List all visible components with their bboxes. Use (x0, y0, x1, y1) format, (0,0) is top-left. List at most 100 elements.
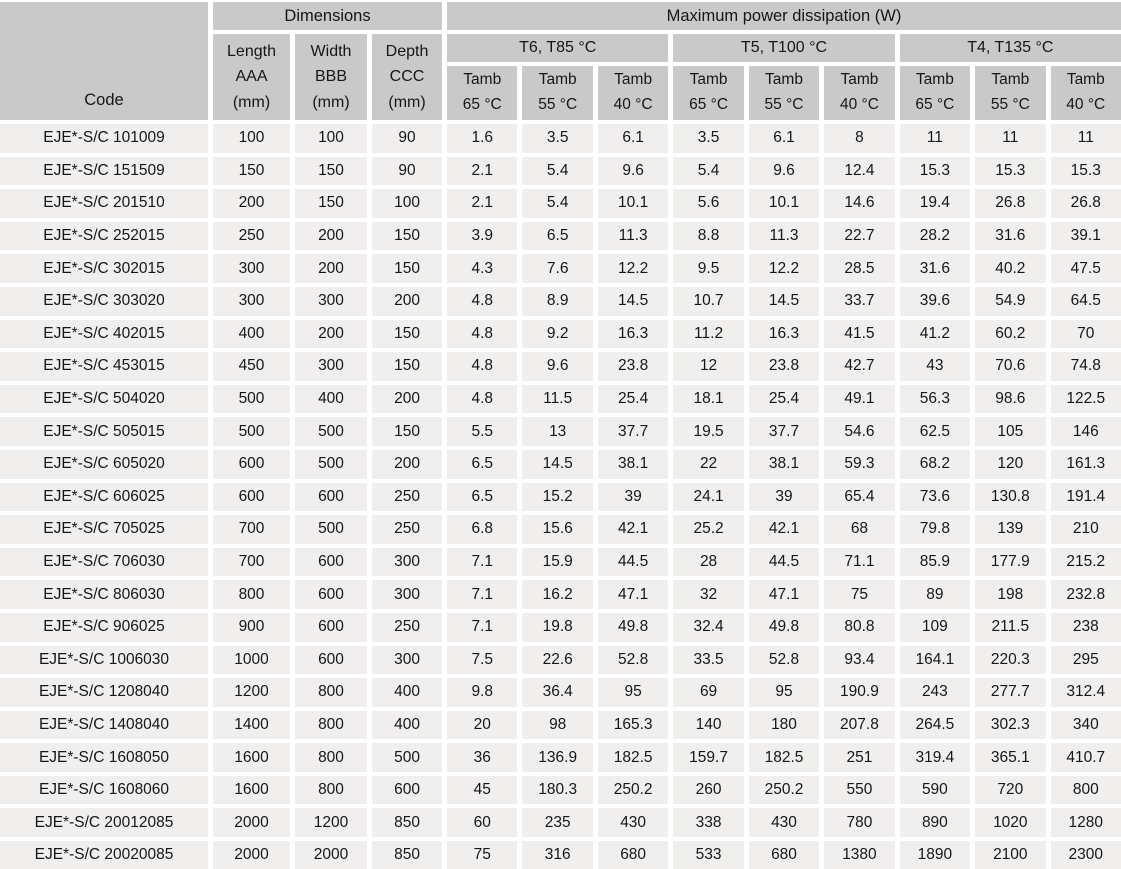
value-cell: 19.5 (673, 417, 744, 446)
table-row: EJE*-S/C 1208040 1200 800 400 9.8 36.4 95 69 95 1… (0, 678, 1121, 707)
value-cell: 1600 (213, 743, 290, 772)
value-cell: 319.4 (899, 743, 971, 772)
table-body: EJE*-S/C 101009 100 100 90 1.6 3.5 6.1 3.5 6.1 8 1… (0, 124, 1121, 869)
table-row: EJE*-S/C 1006030 1000 600 300 7.5 22.6 52.8 33.… (0, 645, 1121, 675)
value-cell: 316 (522, 841, 593, 869)
value-cell: 41.2 (899, 319, 971, 349)
value-cell: 2.1 (447, 189, 518, 218)
tamb-label: Tamb (840, 71, 879, 89)
tamb-label: Tamb (538, 71, 577, 89)
value-cell: 24.1 (673, 482, 744, 512)
value-cell: 150 (372, 319, 443, 349)
table-row: EJE*-S/C 706030 700 600 300 7.1 15.9 44.5 28 44.… (0, 547, 1121, 577)
value-cell: 430 (597, 808, 669, 838)
value-cell: 10.1 (748, 189, 820, 218)
tamb-40-header-t5: Tamb 40 °C (824, 66, 895, 120)
value-cell: 340 (1050, 710, 1121, 740)
value-cell: 161.3 (1050, 449, 1121, 479)
value-cell: 5.4 (522, 189, 593, 218)
value-cell: 12.4 (824, 156, 895, 186)
code-cell: EJE*-S/C 706030 (0, 547, 208, 577)
value-cell: 190.9 (824, 678, 895, 707)
value-cell: 430 (748, 808, 820, 838)
table-row: EJE*-S/C 20020085 2000 2000 850 75 316 680 533 6… (0, 841, 1121, 869)
value-cell: 400 (295, 384, 367, 414)
value-cell: 800 (295, 775, 367, 805)
max-power-group-header: Maximum power dissipation (W) (447, 2, 1121, 30)
value-cell: 5.4 (522, 156, 593, 186)
value-cell: 900 (213, 612, 290, 642)
value-cell: 31.6 (975, 221, 1046, 251)
value-cell: 300 (213, 254, 290, 283)
value-cell: 250.2 (748, 775, 820, 805)
value-cell: 15.3 (975, 156, 1046, 186)
value-cell: 73.6 (899, 482, 971, 512)
value-cell: 3.9 (447, 221, 518, 251)
value-cell: 7.1 (447, 580, 518, 609)
value-cell: 800 (295, 743, 367, 772)
value-cell: 41.5 (824, 319, 895, 349)
table-row: EJE*-S/C 101009 100 100 90 1.6 3.5 6.1 3.5 6.1 8 1… (0, 124, 1121, 153)
value-cell: 44.5 (748, 547, 820, 577)
value-cell: 37.7 (597, 417, 669, 446)
value-cell: 14.5 (748, 286, 820, 316)
value-cell: 600 (213, 482, 290, 512)
value-cell: 47.1 (597, 580, 669, 609)
tamb-temp: 40 °C (1066, 96, 1106, 113)
value-cell: 235 (522, 808, 593, 838)
tamb-55-header-t4: Tamb 55 °C (975, 66, 1046, 120)
value-cell: 3.5 (673, 124, 744, 153)
tamb-temp: 65 °C (915, 96, 955, 113)
table-row: EJE*-S/C 302015 300 200 150 4.3 7.6 12.2 9.5 12.… (0, 254, 1121, 283)
code-cell: EJE*-S/C 806030 (0, 580, 208, 609)
header-row-groups: Code Dimensions Maximum power dissipatio… (0, 2, 1121, 120)
tamb-65-header-t5: Tamb 65 °C (673, 66, 744, 120)
tamb-55-header-t6: Tamb 55 °C (522, 66, 593, 120)
value-cell: 7.1 (447, 547, 518, 577)
value-cell: 300 (295, 352, 367, 381)
value-cell: 98 (522, 710, 593, 740)
code-cell: EJE*-S/C 302015 (0, 254, 208, 283)
table-row: EJE*-S/C 605020 600 500 200 6.5 14.5 38.1 22 38.… (0, 449, 1121, 479)
value-cell: 95 (597, 678, 669, 707)
value-cell: 500 (295, 449, 367, 479)
value-cell: 93.4 (824, 645, 895, 675)
value-cell: 243 (899, 678, 971, 707)
code-cell: EJE*-S/C 606025 (0, 482, 208, 512)
value-cell: 15.3 (899, 156, 971, 186)
tamb-label: Tamb (915, 71, 954, 89)
value-cell: 165.3 (597, 710, 669, 740)
value-cell: 36.4 (522, 678, 593, 707)
code-cell: EJE*-S/C 201510 (0, 189, 208, 218)
value-cell: 13 (522, 417, 593, 446)
value-cell: 1890 (899, 841, 971, 869)
value-cell: 15.2 (522, 482, 593, 512)
value-cell: 20 (447, 710, 518, 740)
code-cell: EJE*-S/C 605020 (0, 449, 208, 479)
value-cell: 200 (295, 319, 367, 349)
value-cell: 211.5 (975, 612, 1046, 642)
tamb-40-header-t6: Tamb 40 °C (597, 66, 669, 120)
table-row: EJE*-S/C 504020 500 400 200 4.8 11.5 25.4 18.1 2… (0, 384, 1121, 414)
value-cell: 8 (824, 124, 895, 153)
code-cell: EJE*-S/C 151509 (0, 156, 208, 186)
value-cell: 300 (213, 286, 290, 316)
width-dim-code: BBB (314, 68, 347, 86)
value-cell: 52.8 (597, 645, 669, 675)
value-cell: 2.1 (447, 156, 518, 186)
tamb-55-header-t5: Tamb 55 °C (748, 66, 820, 120)
value-cell: 220.3 (975, 645, 1046, 675)
length-dim-code: AAA (235, 68, 268, 86)
value-cell: 45 (447, 775, 518, 805)
value-cell: 250.2 (597, 775, 669, 805)
value-cell: 200 (213, 189, 290, 218)
table-row: EJE*-S/C 505015 500 500 150 5.5 13 37.7 19.5 37.… (0, 417, 1121, 446)
value-cell: 22.7 (824, 221, 895, 251)
value-cell: 200 (295, 254, 367, 283)
value-cell: 250 (372, 515, 443, 544)
value-cell: 850 (372, 841, 443, 869)
table-row: EJE*-S/C 453015 450 300 150 4.8 9.6 23.8 12 23.8… (0, 352, 1121, 381)
value-cell: 10.7 (673, 286, 744, 316)
value-cell: 16.3 (597, 319, 669, 349)
value-cell: 64.5 (1050, 286, 1121, 316)
